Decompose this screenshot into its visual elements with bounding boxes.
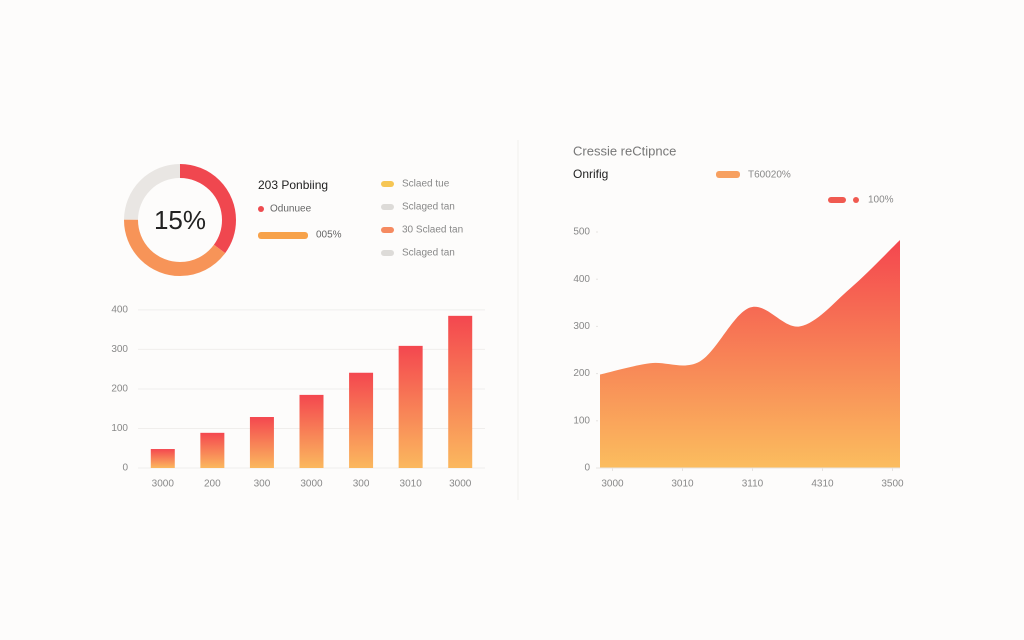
x-tick-label: 200 [204,479,221,490]
legend-label: Odunuee [270,204,312,215]
x-tick-label: 3500 [881,479,904,490]
legend-marker [381,181,394,187]
donut-title: 203 Ponbiing [258,178,328,192]
y-tick-label: 200 [573,368,590,379]
bar [249,417,274,468]
y-tick-label: 0 [584,463,590,474]
bar [349,372,374,468]
legend-marker [381,227,394,233]
y-tick-label: 100 [111,423,128,434]
donut-segment [124,164,236,276]
legend-label: Sclaged tan [402,248,455,259]
bar [398,345,423,468]
legend-marker [828,197,846,203]
legend-marker [853,197,859,203]
bar [448,315,473,468]
legend-marker [258,232,308,239]
x-tick-label: 300 [254,479,271,490]
area-title: Cressie reCtipnce [573,143,676,158]
y-tick-label: 200 [111,384,128,395]
x-tick-label: 300 [353,479,370,490]
donut-center-label: 15% [154,205,206,235]
x-tick-label: 3000 [449,479,472,490]
legend-marker [381,204,394,210]
x-tick-label: 3000 [152,479,175,490]
area-subtitle: Onrifig [573,167,608,181]
x-tick-label: 3110 [742,479,764,490]
area [600,240,900,468]
y-tick-label: 300 [111,344,128,355]
bar [299,394,324,468]
x-tick-label: 3010 [400,479,423,490]
bar [200,432,225,468]
legend-label: 30 Sclaed tan [402,225,463,236]
y-tick-label: 100 [573,415,590,426]
legend-label: 100% [868,195,894,206]
legend-label: T60020% [748,170,791,181]
y-tick-label: 400 [111,305,128,316]
legend-marker [258,206,264,212]
y-tick-label: 400 [573,274,590,285]
x-tick-label: 3000 [300,479,323,490]
x-tick-label: 4310 [811,479,834,490]
y-tick-label: 500 [573,227,590,238]
legend-label: 005% [316,230,342,241]
x-tick-label: 3000 [601,479,624,490]
legend-label: Sclaged tan [402,202,455,213]
y-tick-label: 300 [573,321,590,332]
bar [150,449,175,468]
legend-marker [381,250,394,256]
y-tick-label: 0 [122,463,128,474]
legend-label: Sclaed tue [402,179,450,190]
x-tick-label: 3010 [671,479,694,490]
donut-segment [124,164,236,276]
legend-marker [716,171,740,178]
